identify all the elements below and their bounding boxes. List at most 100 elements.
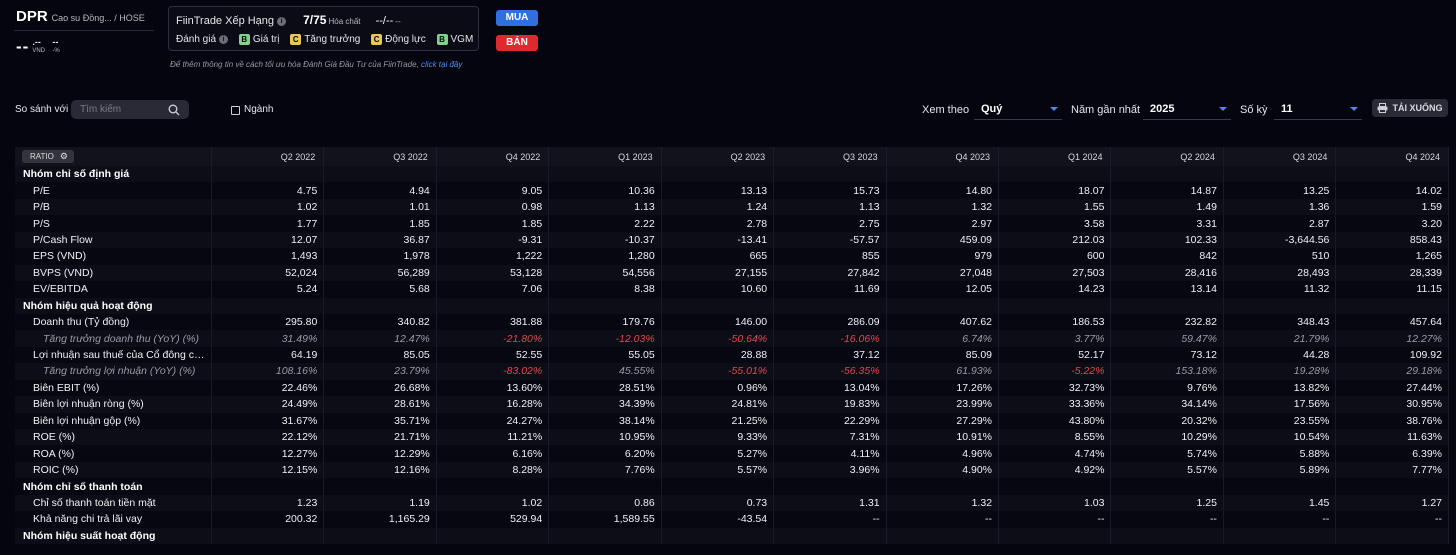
table-cell: 855 [773, 248, 887, 265]
table-cell: -83.02% [436, 363, 550, 380]
table-cell: 9.76% [1110, 379, 1224, 397]
table-cell: 23.99% [886, 396, 1000, 413]
table-cell: 27.44% [1335, 379, 1449, 397]
table-cell: 30.95% [1335, 396, 1449, 413]
periods-label: Số kỳ [1240, 104, 1268, 116]
table-cell: -57.57 [773, 231, 887, 249]
eval-label: Đánh giá [176, 34, 217, 45]
table-cell: 43.80% [998, 412, 1112, 429]
table-cell: 12.27% [1335, 330, 1449, 347]
rank-extra-sub: -- [395, 17, 401, 26]
view-select[interactable]: Quý [974, 100, 1062, 120]
gear-icon: ⚙ [59, 151, 68, 161]
row-label: Tăng trưởng lợi nhuận (YoY) (%) [15, 363, 212, 380]
table-cell [548, 527, 662, 545]
table-cell: 4.92% [998, 461, 1112, 479]
table-cell: 179.76 [548, 313, 662, 331]
period-header: Q1 2024 [998, 147, 1112, 166]
table-cell: 13.14 [1110, 281, 1224, 298]
row-label: P/Cash Flow [15, 231, 212, 249]
info-icon[interactable]: i [219, 35, 229, 44]
table-cell: 1.32 [886, 494, 1000, 512]
table-cell: 28.61% [323, 396, 437, 413]
table-cell [436, 478, 550, 495]
table-cell: 85.09 [886, 346, 1000, 364]
table-cell: -16.06% [773, 330, 887, 347]
view-label: Xem theo [922, 104, 970, 116]
table-cell: 11.15 [1335, 281, 1449, 298]
table-cell: 10.91% [886, 429, 1000, 446]
table-cell: 12.05 [886, 281, 1000, 298]
sell-button[interactable]: BÁN [496, 35, 538, 51]
industry-checkbox[interactable] [231, 106, 240, 115]
table-cell: 52,024 [211, 264, 325, 282]
table-cell: -- [1223, 511, 1337, 528]
table-cell: 9.05 [436, 182, 550, 199]
table-cell: 1.85 [436, 215, 550, 232]
table-cell: 2.87 [1223, 215, 1337, 232]
ratio-settings-button[interactable]: RATIO ⚙ [22, 150, 74, 163]
recent-years-select[interactable]: 2025 [1143, 100, 1231, 120]
periods-select[interactable]: 11 [1274, 100, 1362, 120]
chevron-down-icon [1050, 107, 1058, 111]
search-input[interactable] [71, 100, 189, 119]
table-cell: 27,155 [661, 264, 775, 282]
table-cell: 13.25 [1223, 182, 1337, 199]
table-cell: 7.77% [1335, 461, 1449, 479]
table-cell: 16.28% [436, 396, 550, 413]
table-cell: 27,048 [886, 264, 1000, 282]
table-cell: -43.54 [661, 511, 775, 528]
table-cell [998, 478, 1112, 495]
table-cell: 2.22 [548, 215, 662, 232]
table-cell [661, 166, 775, 183]
table-cell: 31.49% [211, 330, 325, 347]
table-cell: 27.29% [886, 412, 1000, 429]
table-row: EPS (VND) 1,493 1,978 1,222 1,280 665 855 979 60… [15, 248, 1449, 265]
grade-label: Động lực [385, 34, 426, 45]
hint-link[interactable]: click tại đây [421, 60, 463, 69]
table-row: Biên EBIT (%) 22.46% 26.68% 13.60% 28.51% 0.9… [15, 379, 1449, 397]
table-cell: 0.98 [436, 198, 550, 216]
table-cell: 3.77% [998, 330, 1112, 347]
ratio-column-header: RATIO ⚙ [15, 147, 212, 166]
table-row: Tăng trưởng doanh thu (YoY) (%) 31.49% 12.… [15, 330, 1449, 347]
search-icon[interactable] [168, 104, 180, 116]
table-cell: 510 [1223, 248, 1337, 265]
download-button[interactable]: TẢI XUỐNG [1372, 99, 1448, 117]
table-cell: 36.87 [323, 231, 437, 249]
table-cell: 109.92 [1335, 346, 1449, 364]
row-label: ROE (%) [15, 429, 212, 446]
table-cell: 5.27% [661, 445, 775, 462]
table-cell [998, 527, 1112, 545]
table-cell: 12.27% [211, 445, 325, 462]
table-cell: -21.80% [436, 330, 550, 347]
table-cell: 31.67% [211, 412, 325, 429]
table-cell [548, 166, 662, 183]
table-cell: 2.97 [886, 215, 1000, 232]
table-cell: -- [886, 511, 1000, 528]
table-cell: 979 [886, 248, 1000, 265]
table-cell: 1.32 [886, 198, 1000, 216]
table-cell: 1.45 [1223, 494, 1337, 512]
table-group-row: Nhóm chỉ số thanh toán [15, 478, 1449, 495]
table-cell [323, 297, 437, 314]
table-cell: 8.55% [998, 429, 1112, 446]
table-cell [211, 527, 325, 545]
table-cell: -13.41 [661, 231, 775, 249]
table-cell: 28,339 [1335, 264, 1449, 282]
price-decimal: .-- [32, 37, 41, 47]
table-cell: 28,416 [1110, 264, 1224, 282]
rank-label: FiinTrade Xếp Hạng [176, 15, 275, 27]
table-cell [436, 297, 550, 314]
row-label: EV/EBITDA [15, 281, 212, 298]
table-cell [773, 297, 887, 314]
price-unit: VND [32, 48, 45, 54]
table-cell: 665 [661, 248, 775, 265]
table-cell: -10.37 [548, 231, 662, 249]
table-cell: 102.33 [1110, 231, 1224, 249]
row-label: Biên lợi nhuận gộp (%) [15, 412, 212, 429]
buy-button[interactable]: MUA [496, 10, 538, 26]
info-icon[interactable]: i [277, 17, 287, 26]
table-cell: 24.49% [211, 396, 325, 413]
table-cell: 1.01 [323, 198, 437, 216]
